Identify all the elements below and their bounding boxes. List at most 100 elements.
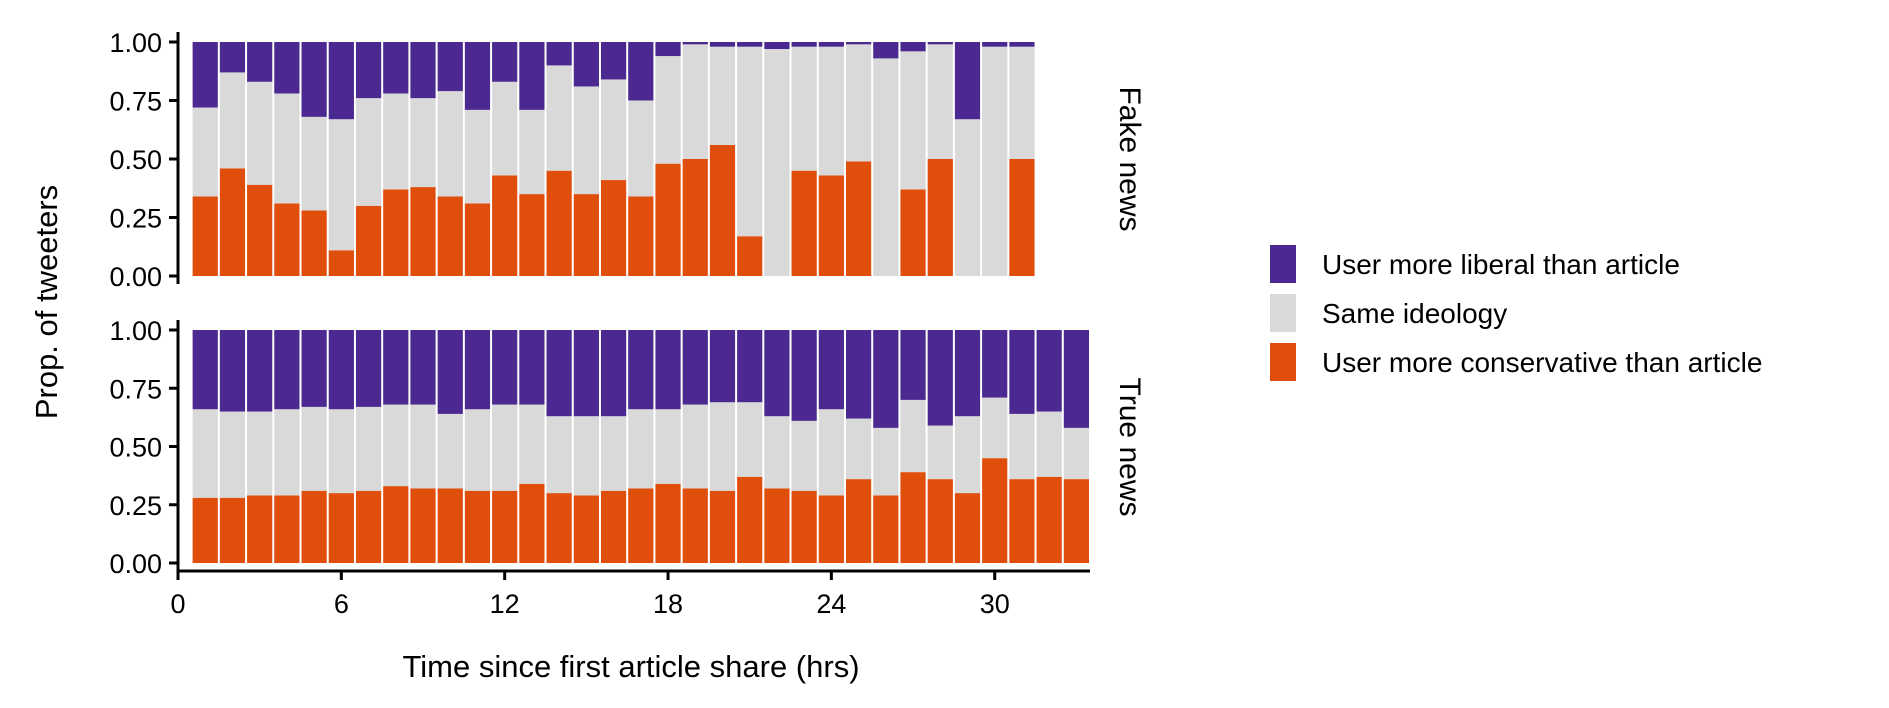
bar-true-news-liberal-21 [737,330,763,403]
bar-true-news-conservative-22 [764,488,790,563]
bar-true-news-same-17 [628,409,654,489]
bar-true-news-same-9 [410,404,436,489]
bar-true-news-same-22 [764,416,790,489]
bar-fake-news-same-26 [873,58,899,276]
bar-true-news-liberal-33 [1063,330,1089,428]
bar-fake-news-conservative-5 [301,210,327,276]
bar-fake-news-conservative-24 [818,175,844,276]
bar-fake-news-conservative-23 [791,170,817,276]
bar-fake-news-same-19 [682,44,708,160]
x-tick-label: 12 [490,589,520,619]
bar-fake-news-liberal-30 [982,42,1008,47]
bar-true-news-same-16 [600,416,627,491]
x-tick-label: 24 [816,589,846,619]
bar-true-news-same-15 [573,416,599,496]
bar-fake-news-liberal-8 [383,42,409,94]
bar-true-news-conservative-13 [519,483,545,563]
panel-label-fake-news: Fake news [1113,86,1146,231]
bar-fake-news-same-20 [709,46,736,145]
bar-fake-news-liberal-11 [464,42,491,110]
bar-true-news-liberal-10 [437,330,463,414]
bar-true-news-same-29 [954,416,981,494]
bar-true-news-same-2 [219,411,246,498]
bars-fake-news [192,42,1035,277]
bar-true-news-liberal-4 [274,330,300,410]
bar-true-news-liberal-8 [383,330,409,405]
bar-fake-news-conservative-31 [1009,159,1035,276]
bar-fake-news-same-16 [600,79,627,181]
bar-fake-news-same-5 [301,116,327,211]
bar-fake-news-conservative-11 [464,203,491,276]
bar-fake-news-liberal-17 [628,42,654,101]
bar-true-news-liberal-6 [328,330,354,410]
bar-true-news-conservative-7 [355,490,382,563]
bar-true-news-conservative-23 [791,490,817,563]
y-axis-fake-news: 0.00 0.25 0.50 0.75 1.00 [109,28,180,292]
bar-true-news-conservative-4 [274,495,300,563]
bar-true-news-same-12 [492,404,518,491]
x-tick-label: 0 [170,589,185,619]
bar-fake-news-liberal-28 [927,42,953,45]
panel-fake-news: 0.00 0.25 0.50 0.75 1.00 Fake news [109,28,1146,292]
y-tick-label-fake-news: 0.50 [109,145,162,175]
bar-true-news-same-8 [383,404,409,487]
bar-fake-news-same-21 [737,46,763,237]
bar-true-news-conservative-29 [954,493,981,563]
bar-true-news-liberal-16 [600,330,627,417]
bar-fake-news-liberal-23 [791,42,817,47]
bar-true-news-same-13 [519,404,545,484]
bar-fake-news-same-10 [437,91,463,197]
bar-fake-news-same-4 [274,93,300,204]
bar-fake-news-conservative-25 [845,161,872,276]
bar-true-news-conservative-6 [328,493,354,563]
legend-label-conservative: User more conservative than article [1322,347,1762,378]
bar-true-news-liberal-31 [1009,330,1035,414]
bar-fake-news-liberal-26 [873,42,899,59]
bar-fake-news-liberal-22 [764,42,790,50]
bar-fake-news-same-2 [219,72,246,169]
bar-true-news-same-21 [737,402,763,477]
y-tick-label-fake-news: 1.00 [109,28,162,58]
bar-fake-news-liberal-20 [709,42,736,47]
bar-true-news-liberal-32 [1036,330,1062,412]
bar-true-news-liberal-18 [655,330,681,410]
bar-fake-news-liberal-27 [900,42,926,52]
bar-fake-news-liberal-29 [954,42,981,120]
panel-label-true-news: True news [1113,378,1146,517]
y-tick-label-fake-news: 0.75 [109,87,162,117]
bar-fake-news-liberal-3 [247,42,273,82]
bar-fake-news-conservative-1 [192,196,218,276]
bar-fake-news-liberal-14 [546,42,572,66]
bar-fake-news-liberal-2 [219,42,246,73]
bar-fake-news-same-30 [982,46,1008,277]
bar-fake-news-liberal-31 [1009,42,1035,47]
bar-true-news-same-20 [709,402,736,491]
bar-fake-news-liberal-7 [355,42,382,99]
bar-true-news-conservative-8 [383,486,409,563]
bar-true-news-conservative-2 [219,497,246,563]
bar-true-news-conservative-28 [927,479,953,563]
bar-true-news-liberal-9 [410,330,436,405]
bar-true-news-conservative-16 [600,490,627,563]
bar-fake-news-same-18 [655,56,681,164]
bar-fake-news-liberal-12 [492,42,518,82]
bar-true-news-conservative-10 [437,488,463,563]
y-axis-title: Prop. of tweeters [29,185,64,419]
bar-true-news-liberal-3 [247,330,273,412]
bar-true-news-same-11 [464,409,491,491]
y-tick-label-true-news: 0.50 [109,433,162,463]
bar-fake-news-conservative-28 [927,159,953,276]
bar-true-news-conservative-24 [818,495,844,563]
bar-true-news-liberal-20 [709,330,736,403]
bar-true-news-conservative-18 [655,483,681,563]
bar-true-news-same-25 [845,418,872,480]
bar-true-news-conservative-25 [845,479,872,563]
bar-true-news-same-1 [192,409,218,498]
x-axis: 0 6 12 18 24 30 [170,569,1090,619]
bar-true-news-liberal-26 [873,330,899,428]
bar-fake-news-conservative-18 [655,163,681,276]
bar-true-news-conservative-31 [1009,479,1035,563]
bar-true-news-liberal-13 [519,330,545,405]
bar-true-news-conservative-11 [464,490,491,563]
